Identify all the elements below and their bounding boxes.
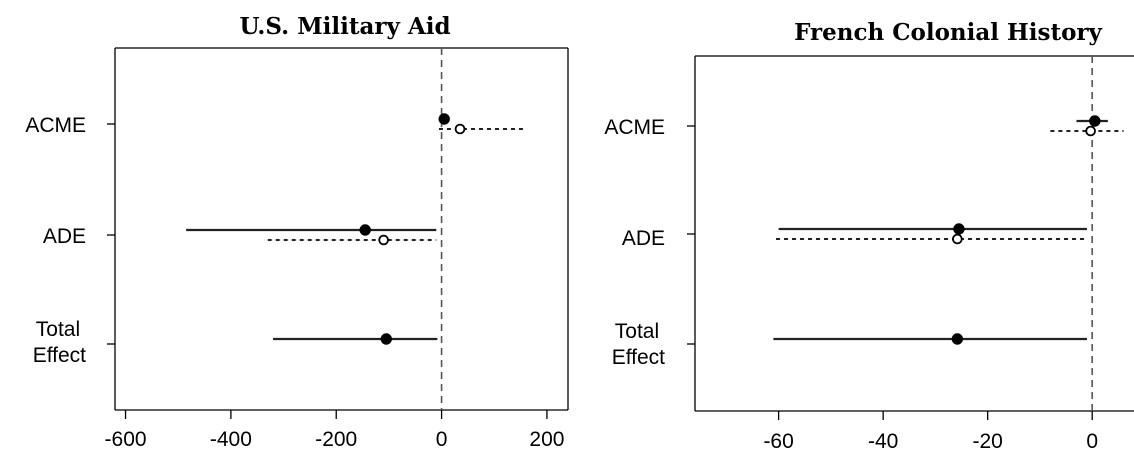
x-tick-label-60: -60 <box>763 430 793 453</box>
chart-title-french-colonial-history: French Colonial History <box>794 19 1102 46</box>
point-acme-solid <box>438 113 450 125</box>
x-tick-label-20: -20 <box>972 430 1002 453</box>
point-acme-dotted <box>454 123 466 135</box>
category-label-total-effect-left: Total Effect <box>33 318 86 367</box>
x-tick-label-0: 0 <box>1086 430 1098 453</box>
x-tick-label-400: -400 <box>210 428 252 451</box>
point-total-effect-solid <box>380 333 392 345</box>
plot-area-right: -60 -40 -20 0 <box>687 55 1134 453</box>
category-label-ade-left: ADE <box>43 225 86 248</box>
panel-us-military-aid: U.S. Military Aid ACME ADE Total Effect … <box>25 13 569 451</box>
point-acme-dotted <box>1085 125 1096 137</box>
point-ade-solid <box>953 223 965 235</box>
point-ade-dotted <box>952 233 963 245</box>
category-label-total-effect-right: Total Effect <box>612 320 665 369</box>
category-label-acme-right: ACME <box>604 116 665 139</box>
chart-title-us-military-aid: U.S. Military Aid <box>239 13 450 40</box>
point-ade-dotted <box>378 234 389 246</box>
x-tick-label-200: 200 <box>529 428 564 451</box>
category-labels-left: ACME ADE Total Effect <box>25 114 86 367</box>
category-label-acme-left: ACME <box>25 114 86 137</box>
category-labels-right: ACME ADE Total Effect <box>604 116 665 369</box>
x-tick-label-200: -200 <box>315 428 357 451</box>
x-tick-label-40: -40 <box>868 430 898 453</box>
plot-area-left: -600 -400 -200 0 200 <box>105 47 569 451</box>
panel-french-colonial-history: French Colonial History ACME ADE Total E… <box>604 19 1134 453</box>
point-total-effect-solid <box>951 333 964 345</box>
category-label-ade-right: ADE <box>622 227 665 250</box>
x-tick-label-600: -600 <box>105 428 147 451</box>
x-tick-label-0: 0 <box>436 428 448 451</box>
point-acme-solid <box>1089 115 1101 127</box>
point-ade-solid <box>359 224 371 236</box>
